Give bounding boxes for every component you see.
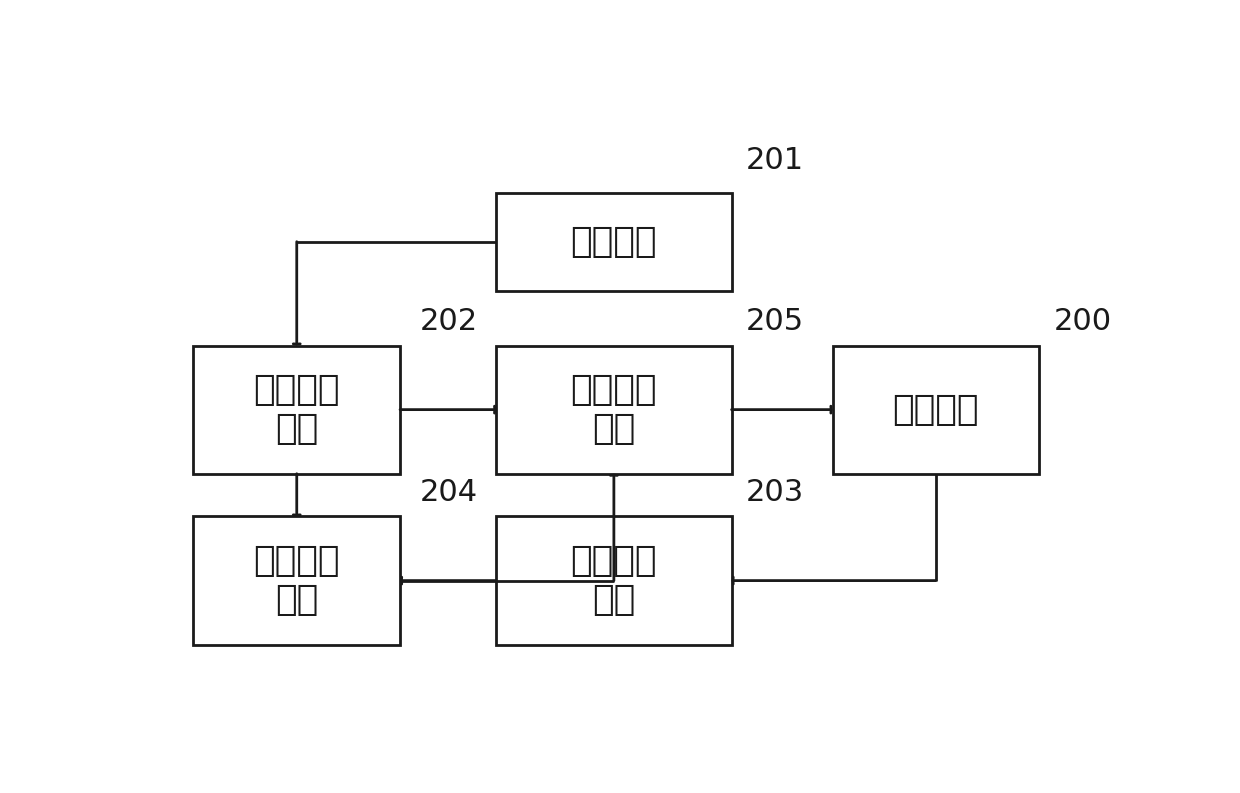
Text: 温度补偿
模块: 温度补偿 模块 bbox=[253, 544, 340, 617]
Text: 200: 200 bbox=[1054, 308, 1111, 336]
Text: 同步鉴相
模块: 同步鉴相 模块 bbox=[253, 373, 340, 446]
Text: 203: 203 bbox=[746, 478, 805, 508]
Bar bbox=[496, 516, 732, 645]
Bar bbox=[496, 193, 732, 290]
Text: 201: 201 bbox=[746, 146, 804, 174]
Text: 204: 204 bbox=[419, 478, 477, 508]
Bar bbox=[832, 346, 1039, 473]
Text: 压控变换
模块: 压控变换 模块 bbox=[570, 373, 657, 446]
Bar bbox=[496, 346, 732, 473]
Bar bbox=[193, 346, 401, 473]
Text: 205: 205 bbox=[746, 308, 804, 336]
Text: 压控晶振: 压控晶振 bbox=[893, 393, 980, 427]
Bar bbox=[193, 516, 401, 645]
Text: 温度采集
模块: 温度采集 模块 bbox=[570, 544, 657, 617]
Text: 202: 202 bbox=[419, 308, 477, 336]
Text: 放大模块: 放大模块 bbox=[570, 224, 657, 259]
